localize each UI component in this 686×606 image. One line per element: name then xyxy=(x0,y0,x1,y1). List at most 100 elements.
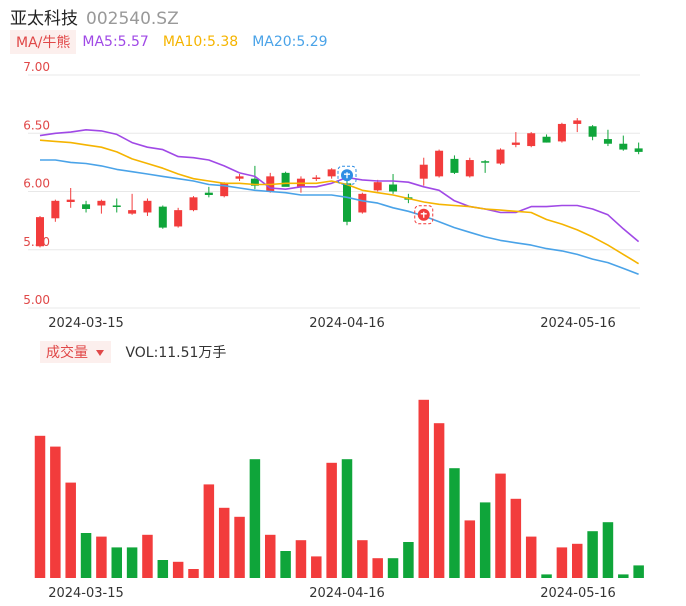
ma20-line xyxy=(40,159,639,275)
marker-glyph xyxy=(344,172,350,179)
volume-bar xyxy=(572,543,583,578)
y-tick-label: 5.00 xyxy=(23,293,50,307)
volume-bar xyxy=(265,534,276,578)
candle-body xyxy=(465,160,474,177)
candle-body xyxy=(496,149,505,164)
volume-bar xyxy=(311,556,322,578)
bear-badge-icon xyxy=(337,165,357,185)
candle-body xyxy=(343,183,351,222)
candle-body xyxy=(204,192,213,195)
y-tick-label: 6.00 xyxy=(23,177,50,191)
volume-bar xyxy=(556,547,568,578)
volume-toggle-label: 成交量 xyxy=(46,345,88,361)
price-date-label: 2024-05-16 xyxy=(540,316,616,331)
volume-bar xyxy=(326,462,337,578)
volume-bar xyxy=(341,459,353,578)
candle-body xyxy=(450,158,459,173)
ma-toggle-button[interactable]: MA/牛熊 xyxy=(10,30,77,54)
price-date-label: 2024-04-16 xyxy=(309,316,385,331)
candle-body xyxy=(220,183,229,197)
volume-value: VOL:11.51万手 xyxy=(125,345,227,361)
candle-body xyxy=(36,217,44,247)
ma20-legend: MA20:5.29 xyxy=(252,34,328,50)
candle-body xyxy=(51,200,60,219)
candle-body xyxy=(158,206,167,228)
marker-glyph xyxy=(420,211,427,218)
stock-name: 亚太科技 xyxy=(10,9,78,29)
candle-body xyxy=(66,199,75,202)
stock-code: 002540.SZ xyxy=(86,9,179,29)
volume-legend: 成交量 VOL:11.51万手 xyxy=(40,341,227,363)
candle-body xyxy=(112,205,121,207)
volume-toggle-button[interactable]: 成交量 xyxy=(40,341,112,363)
signal-markers xyxy=(337,165,434,225)
candle-body xyxy=(128,210,137,214)
volume-bar xyxy=(464,520,476,578)
stock-header: 亚太科技 002540.SZ xyxy=(10,4,179,29)
volume-bar xyxy=(433,423,445,578)
volume-bar xyxy=(495,473,506,578)
ma5-legend: MA5:5.57 xyxy=(82,34,149,50)
candle-body xyxy=(235,176,244,179)
candle-body xyxy=(603,139,612,144)
dropdown-triangle-icon xyxy=(96,350,105,356)
volume-bar xyxy=(157,560,169,578)
candle-body xyxy=(312,177,321,180)
candle-body xyxy=(358,193,367,213)
volume-bar xyxy=(510,498,522,578)
volume-bar xyxy=(203,484,215,578)
volume-date-label: 2024-03-15 xyxy=(48,586,124,601)
volume-bar xyxy=(96,536,107,578)
volume-bar xyxy=(633,565,644,578)
candle-body xyxy=(619,143,628,150)
volume-bar xyxy=(449,468,460,578)
candle-body xyxy=(174,210,183,227)
ma10-line xyxy=(39,139,640,265)
volume-bar xyxy=(188,569,199,578)
price-axis: 7.006.506.005.505.00 xyxy=(23,60,50,307)
candle-body xyxy=(557,123,566,142)
volume-bar xyxy=(357,540,368,578)
bull-badge-icon xyxy=(414,205,434,225)
candle-body xyxy=(250,178,259,186)
ma-lines xyxy=(39,129,640,275)
volume-bar xyxy=(479,502,491,578)
candle-body xyxy=(82,204,91,209)
volume-bar xyxy=(34,435,46,578)
volume-bar xyxy=(280,551,291,578)
volume-bar xyxy=(587,531,598,578)
ma10-legend: MA10:5.38 xyxy=(162,34,239,50)
volume-date-label: 2024-05-16 xyxy=(540,586,616,601)
candle-body xyxy=(573,120,582,124)
volume-bar xyxy=(403,542,414,578)
candle-body xyxy=(419,164,428,179)
volume-bar xyxy=(295,540,307,578)
y-tick-label: 6.50 xyxy=(23,118,50,132)
date-axis: 2024-03-15 2024-04-16 2024-05-16 2024-03-15… xyxy=(48,316,616,601)
volume-bar xyxy=(142,534,153,578)
ma-legend: MA/牛熊 MA5:5.57 MA10:5.38 MA20:5.29 xyxy=(10,30,342,54)
candle-body xyxy=(542,136,551,143)
volume-bar xyxy=(602,522,614,578)
price-date-label: 2024-03-15 xyxy=(48,316,124,331)
candle-body xyxy=(481,161,490,163)
volume-bar xyxy=(218,507,230,578)
candle-body xyxy=(389,184,398,192)
volume-bar xyxy=(50,446,61,578)
volume-bar xyxy=(111,547,122,578)
candle-body xyxy=(527,133,536,147)
price-grid xyxy=(28,74,640,309)
volume-bar xyxy=(126,547,138,578)
volume-date-label: 2024-04-16 xyxy=(309,586,385,601)
y-tick-label: 7.00 xyxy=(23,60,50,74)
volume-bar xyxy=(249,459,261,578)
candle-body xyxy=(189,197,198,211)
volume-bar xyxy=(372,558,383,578)
volume-bar xyxy=(418,399,429,578)
candle-body xyxy=(511,142,520,145)
candle-body xyxy=(143,200,152,213)
volume-bar xyxy=(387,558,399,578)
volume-bar xyxy=(80,533,92,578)
candle-body xyxy=(281,172,290,187)
